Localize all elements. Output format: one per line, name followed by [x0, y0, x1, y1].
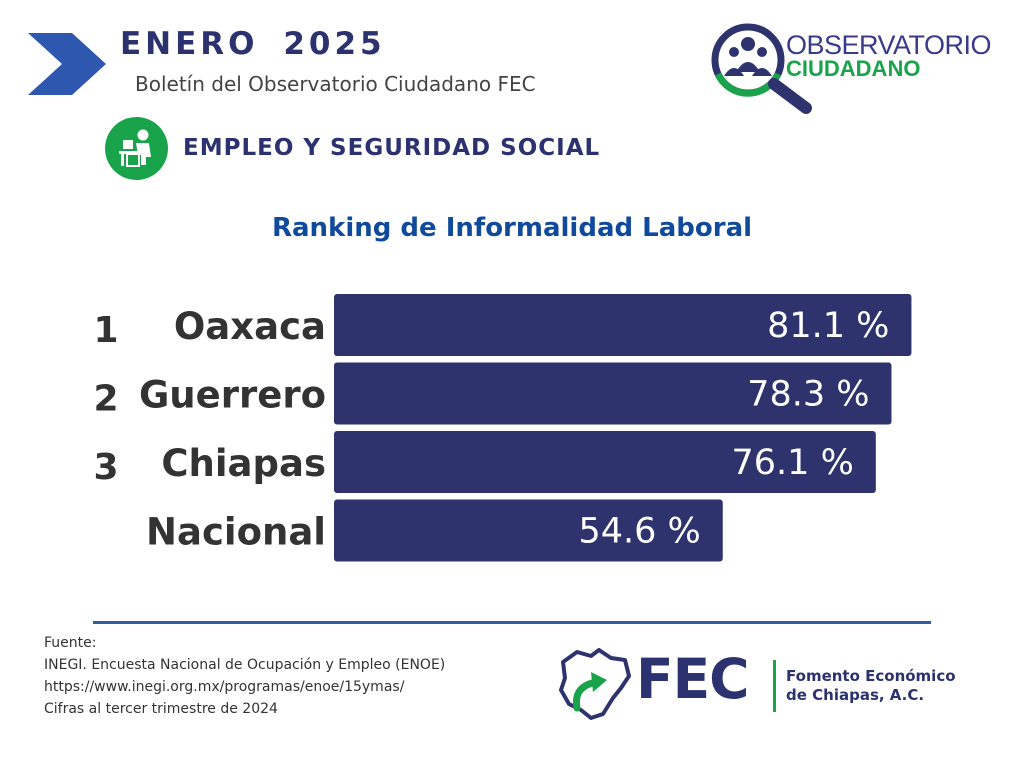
bar	[334, 294, 912, 356]
chart-title: Ranking de Informalidad Laboral	[271, 213, 753, 243]
section-title: EMPLEO Y SEGURIDAD SOCIAL	[183, 135, 601, 161]
fec-divider	[773, 660, 776, 712]
bar	[334, 499, 723, 562]
observatorio-logo-line2: CIUDADANO	[786, 56, 921, 81]
chiapas-map-arrow-icon	[559, 648, 631, 720]
fec-name-line1: Fomento Económico	[786, 667, 956, 685]
chevron-right-icon	[28, 33, 106, 95]
informality-ranking-chart: 81.1 % Oaxaca 1 78.3 % Guerrero 2 76.1 % Chiapa…	[93, 294, 912, 562]
bar-value-label: 78.3 %	[747, 375, 869, 415]
desk-worker-icon	[105, 117, 168, 180]
bar	[334, 362, 892, 425]
rank-label: 1	[93, 310, 118, 351]
observatorio-logo-line1: OBSERVATORIO	[786, 30, 992, 60]
bar	[334, 431, 876, 493]
category-label: Guerrero	[139, 374, 326, 417]
magnifier-people-icon	[711, 23, 812, 114]
source-block: Fuente: INEGI. Encuesta Nacional de Ocup…	[44, 632, 445, 720]
source-url: https://www.inegi.org.mx/programas/enoe/…	[44, 679, 405, 695]
bulletin-date-title: ENERO 2025	[120, 26, 386, 62]
bar-value-label: 81.1 %	[767, 306, 889, 346]
rank-label: 3	[93, 447, 118, 488]
source-label: Fuente:	[44, 635, 97, 651]
source-line: INEGI. Encuesta Nacional de Ocupación y …	[44, 657, 446, 673]
category-label: Nacional	[146, 511, 326, 554]
fec-name-line2: de Chiapas, A.C.	[786, 686, 925, 704]
bulletin-subtitle: Boletín del Observatorio Ciudadano FEC	[135, 72, 536, 96]
category-label: Oaxaca	[174, 305, 326, 348]
fec-acronym: FEC	[636, 647, 750, 711]
rank-label: 2	[93, 379, 118, 420]
bar-value-label: 54.6 %	[578, 512, 700, 552]
divider-line	[93, 621, 931, 624]
category-label: Chiapas	[161, 442, 326, 485]
source-line: Cifras al tercer trimestre de 2024	[44, 701, 278, 717]
bar-value-label: 76.1 %	[732, 443, 854, 483]
